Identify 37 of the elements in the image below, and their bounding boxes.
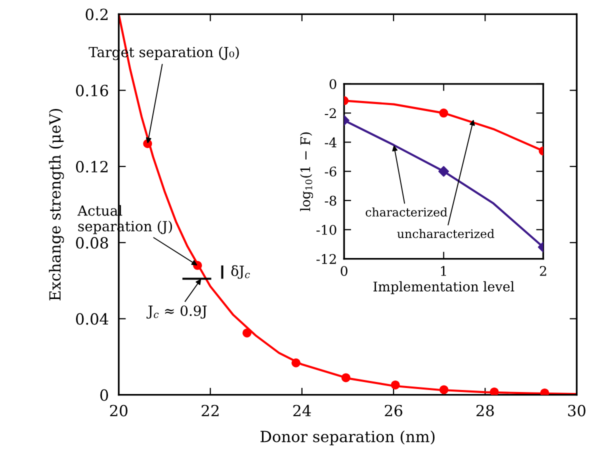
x-tick-label: 22	[202, 404, 219, 416]
point	[242, 328, 252, 338]
x-tick-label: 1	[441, 266, 446, 276]
x-tick-label: 30	[568, 404, 586, 416]
x-tick-label: 26	[384, 404, 402, 416]
y-axis-title: log$_{10}$(1 − F)	[300, 132, 314, 212]
y-tick-label: 0	[330, 79, 336, 90]
y-tick-label: -12	[316, 254, 336, 264]
annotation: uncharacterized	[397, 229, 494, 238]
y-tick-label: 0.16	[76, 84, 108, 96]
point	[540, 388, 550, 395]
point	[390, 380, 400, 390]
x-tick-label: 24	[293, 404, 311, 416]
x-axis-title: Donor separation (nm)	[260, 430, 435, 446]
y-axis-title: Exchange strength (μeV)	[48, 108, 64, 300]
y-tick-label: 0.08	[76, 237, 108, 249]
y-tick-label: 0	[100, 389, 108, 401]
y-tick-label: -10	[316, 224, 336, 235]
x-tick-label: 2	[540, 266, 546, 276]
point	[341, 373, 350, 382]
annotation: J$_{c}$ ≈ 0.9J	[146, 305, 207, 319]
y-tick-label: -4	[324, 137, 336, 148]
point	[439, 385, 448, 394]
y-tick-label: -2	[324, 108, 336, 118]
point	[490, 387, 499, 395]
x-tick-label: 20	[110, 404, 128, 416]
y-tick-label: -8	[324, 196, 336, 206]
x-tick-label: 0	[340, 266, 348, 276]
annotation: characterized	[366, 207, 448, 217]
x-axis-title: Implementation level	[373, 281, 514, 294]
point	[291, 358, 300, 368]
y-tick-label: 0.2	[86, 8, 108, 20]
annotation: δJ$_{c}$	[231, 265, 250, 279]
y-tick-label: -6	[324, 166, 336, 177]
y-tick-label: 0.04	[76, 313, 108, 325]
x-tick-label: 28	[476, 404, 494, 416]
y-tick-label: 0.12	[76, 160, 108, 172]
